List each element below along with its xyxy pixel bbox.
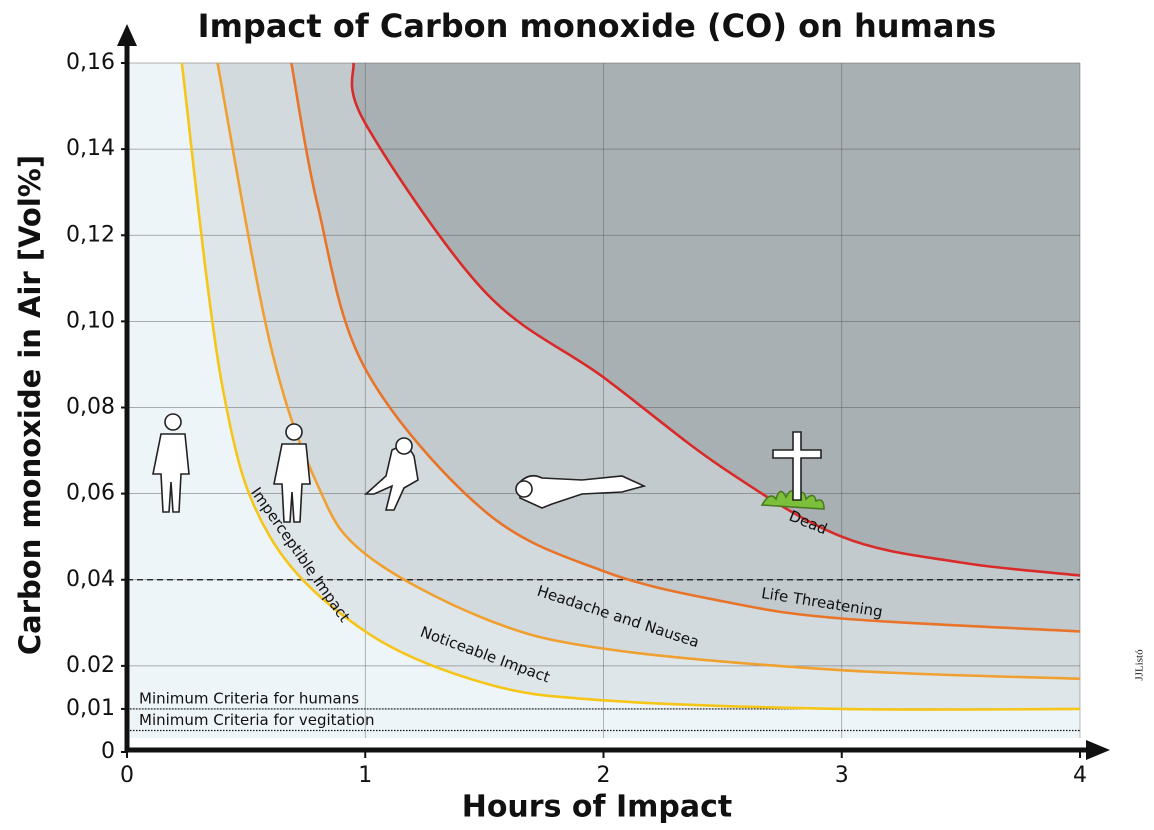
y-tick-label: 0.02	[66, 653, 115, 678]
icon	[164, 413, 182, 431]
y-tick-label: 0,16	[66, 50, 115, 75]
plot: Minimum Criteria for humans Minimum Crite…	[66, 24, 1110, 788]
icon	[519, 474, 647, 509]
x-tick-label: 0	[120, 763, 134, 788]
icon	[395, 437, 413, 455]
icon	[273, 443, 311, 523]
curve	[290, 62, 1081, 633]
x-tick-label: 1	[358, 763, 372, 788]
y-tick-label: 0,08	[66, 395, 115, 420]
y-tick-label: 0	[101, 739, 115, 764]
y-tick-label: 0,01	[66, 696, 115, 721]
x-axis-label: Hours of Impact	[462, 790, 733, 825]
y-tick-label: 0,04	[66, 567, 115, 592]
curve	[216, 62, 1081, 681]
y-tick-label: 0,12	[66, 222, 115, 247]
y-tick-label: 0,10	[66, 308, 115, 333]
reference-label: Minimum Criteria for humans	[139, 689, 359, 707]
y-tick-label: 0,14	[66, 136, 115, 161]
curve	[350, 62, 1081, 577]
reference-label: Minimum Criteria for vegitation	[139, 711, 375, 729]
icon	[285, 423, 303, 441]
chart-title: Impact of Carbon monoxide (CO) on humans	[198, 7, 997, 45]
icon	[772, 431, 822, 501]
x-axis-arrow	[1086, 740, 1110, 760]
x-tick-label: 4	[1073, 763, 1087, 788]
zone-area	[351, 63, 1080, 576]
credit: JJListó	[1134, 649, 1146, 681]
illustrations	[152, 413, 825, 523]
x-tick-label: 2	[597, 763, 611, 788]
y-axis-label: Carbon monoxide in Air [Vol%]	[13, 155, 47, 655]
y-axis-arrow	[117, 24, 137, 46]
icon	[515, 480, 533, 498]
curve	[180, 62, 1081, 711]
icon	[152, 433, 190, 513]
y-tick-label: 0,06	[66, 481, 115, 506]
x-tick-label: 3	[835, 763, 849, 788]
